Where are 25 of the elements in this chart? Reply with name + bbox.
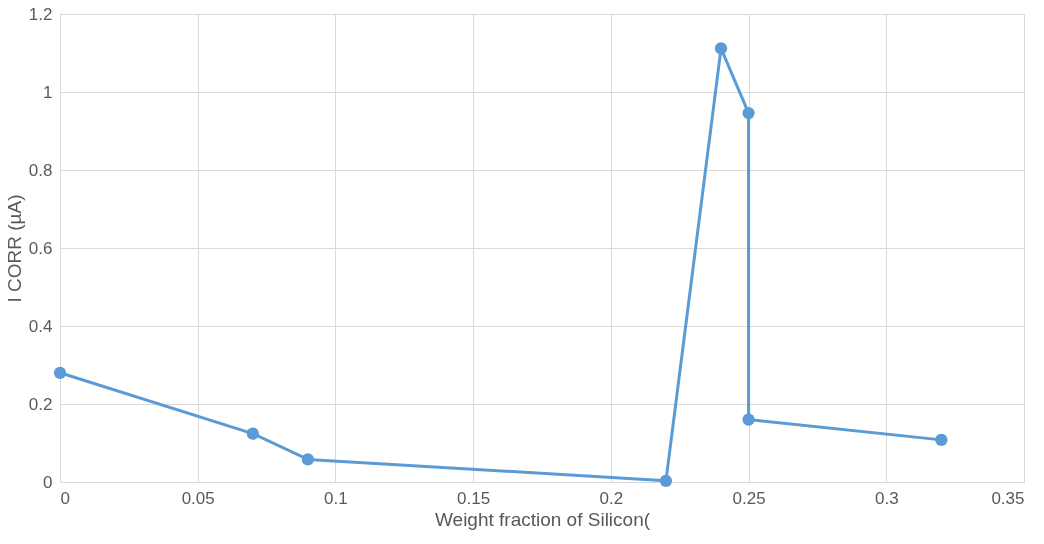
point (53, 366, 67, 379)
x-tick-label: 0 (60, 488, 70, 508)
y-tick-label: 0 (43, 472, 53, 492)
x-tick-label: 0.2 (599, 488, 624, 508)
x-tick-label: 0.05 (181, 488, 215, 508)
point (659, 474, 673, 487)
point (714, 42, 728, 55)
point (301, 453, 315, 466)
y-tick-label: 1.2 (28, 4, 53, 24)
x-tick-label: 0.1 (324, 488, 348, 508)
point (935, 433, 948, 446)
x-tick-label: 0.25 (732, 488, 766, 508)
x-tick-label: 0.15 (457, 488, 491, 508)
point (742, 106, 755, 120)
y-axis-title: I CORR (µA) (3, 194, 25, 303)
x-tick-label: 0.3 (874, 488, 899, 508)
x-axis-title: Weight fraction of Silicon( (434, 508, 651, 530)
x-tick-label: 0.35 (991, 488, 1025, 508)
y-tick-label: 1 (43, 82, 53, 102)
point (742, 413, 755, 426)
y-tick-label: 0.6 (28, 238, 53, 258)
y-tick-label: 0.8 (28, 160, 53, 180)
y-tick-label: 0.4 (28, 316, 53, 336)
point (246, 427, 259, 440)
y-tick-label: 0.2 (28, 394, 53, 414)
